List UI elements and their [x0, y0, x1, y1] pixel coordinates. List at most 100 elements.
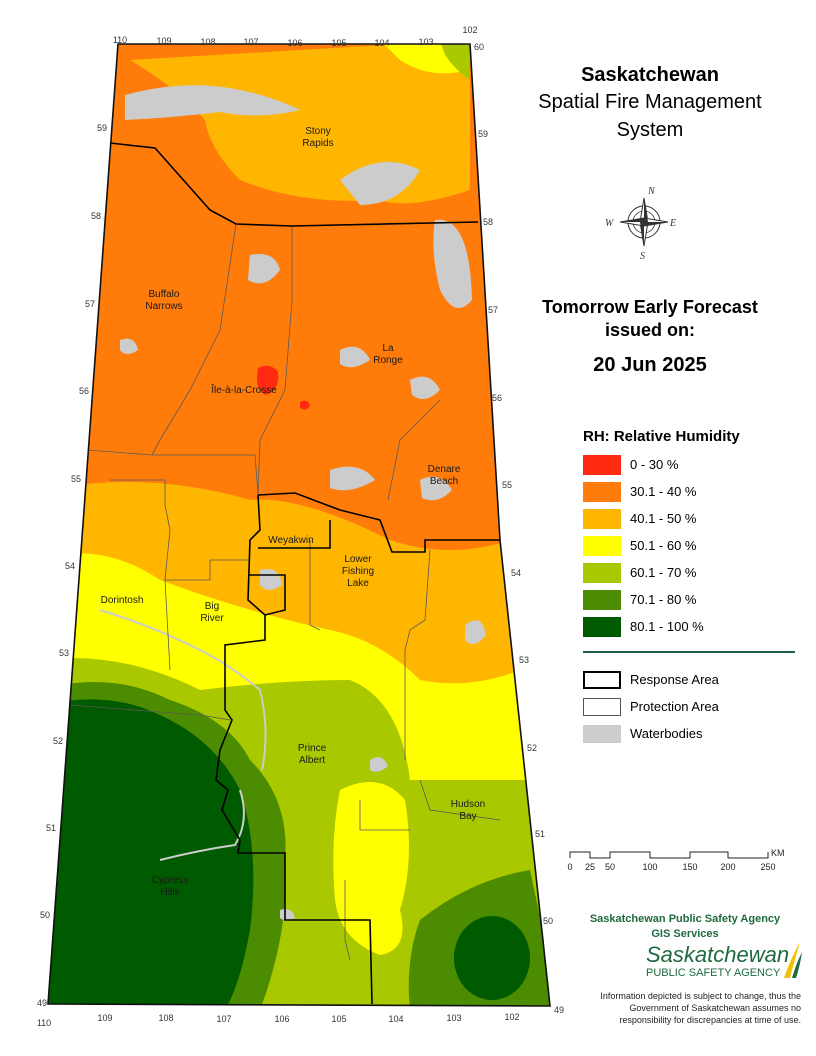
scale-tick-50: 50 — [605, 862, 615, 872]
lon-bottom-109: 109 — [97, 1013, 112, 1023]
layer-label: Waterbodies — [630, 726, 703, 741]
legend-item: 0 - 30 % — [583, 451, 798, 478]
legend-swatch — [583, 481, 621, 502]
lat-right-49: 49 — [554, 1005, 564, 1015]
legend-item: 60.1 - 70 % — [583, 559, 798, 586]
lon-top-102: 102 — [462, 25, 477, 35]
lat-right-54: 54 — [511, 568, 521, 578]
rh-zones — [48, 44, 550, 1006]
agency-unit: GIS Services — [651, 928, 719, 940]
place-denare-beach-2: Beach — [430, 476, 458, 487]
lat-left-52: 52 — [53, 736, 63, 746]
scale-tick-100: 100 — [642, 862, 657, 872]
place-labels: Stony Rapids Buffalo Narrows La Ronge Île-à… — [101, 126, 486, 898]
response-areas — [109, 142, 500, 1005]
scale-tick-200: 200 — [720, 862, 735, 872]
layer-legend: Response Area Protection Area Waterbodie… — [583, 666, 719, 747]
legend-divider — [583, 651, 795, 653]
place-dorintosh: Dorintosh — [101, 595, 144, 606]
agency-name: Saskatchewan Public Safety Agency — [589, 913, 781, 925]
compass-rose-icon: N E S W — [605, 186, 676, 262]
title-system-1: Spatial Fire Management — [538, 91, 762, 113]
compass-s: S — [640, 251, 645, 262]
place-la-ronge-2: Ronge — [373, 355, 403, 366]
place-cypress-hills-1: Cypress — [152, 875, 189, 886]
legend-label: 0 - 30 % — [630, 457, 679, 472]
place-big-river-1: Big — [205, 601, 219, 612]
agency-logo: Saskatchewan PUBLIC SAFETY AGENCY — [620, 940, 805, 986]
logo-subtitle: PUBLIC SAFETY AGENCY — [646, 967, 781, 979]
lat-right-56: 56 — [492, 393, 502, 403]
lat-right-53: 53 — [519, 655, 529, 665]
legend-swatch — [583, 508, 621, 529]
lat-right-51: 51 — [535, 829, 545, 839]
lat-top-60: 60 — [474, 42, 484, 52]
waterbodies — [120, 85, 486, 920]
place-lower-fishing-lake-1: Lower — [344, 554, 372, 565]
scale-unit: KM — [771, 848, 785, 858]
lon-top-103: 103 — [418, 37, 433, 47]
rh-zone-south-50-60 — [333, 782, 409, 955]
layer-waterbodies: Waterbodies — [583, 720, 719, 747]
place-la-ronge-1: La — [382, 343, 394, 354]
lat-right-52: 52 — [527, 743, 537, 753]
place-prince-albert-2: Albert — [299, 755, 325, 766]
legend-label: 50.1 - 60 % — [630, 538, 697, 553]
compass-e: E — [669, 218, 676, 229]
rh-zone-80-100 — [48, 699, 254, 1006]
lon-bottom-105: 105 — [331, 1014, 346, 1024]
rh-legend: RH: Relative Humidity 0 - 30 % 30.1 - 40… — [583, 428, 798, 640]
legend-title: RH: Relative Humidity — [583, 428, 740, 445]
lon-bottom-106: 106 — [274, 1014, 289, 1024]
compass-n: N — [647, 186, 656, 197]
lon-top-107: 107 — [243, 37, 258, 47]
legend-swatch — [583, 589, 621, 610]
place-big-river-2: River — [200, 613, 224, 624]
legend-label: 70.1 - 80 % — [630, 592, 697, 607]
province-boundary — [47, 43, 551, 1007]
waterbodies-swatch — [583, 724, 621, 743]
river — [99, 609, 267, 771]
lon-bottom-104: 104 — [388, 1014, 403, 1024]
lon-top-108: 108 — [200, 37, 215, 47]
lon-bottom-102: 102 — [504, 1012, 519, 1022]
lat-left-49: 49 — [37, 998, 47, 1008]
lat-left-50: 50 — [40, 910, 50, 920]
place-prince-albert-1: Prince — [298, 743, 327, 754]
legend-swatch — [583, 535, 621, 556]
scale-tick-25: 25 — [585, 862, 595, 872]
place-ile-a-la-crosse: Île-à-la-Crosse — [210, 383, 277, 396]
place-denare-beach-1: Denare — [428, 464, 461, 475]
graticule-labels: 110 109 108 107 106 105 104 103 102 60 1… — [37, 25, 564, 1028]
lat-left-51: 51 — [46, 823, 56, 833]
title-province: Saskatchewan — [581, 64, 719, 86]
layer-label: Response Area — [630, 672, 719, 687]
place-stony-rapids-1: Stony — [305, 126, 331, 137]
forecast-block: Tomorrow Early Forecast issued on: 20 Ju… — [500, 296, 800, 377]
legend-label: 40.1 - 50 % — [630, 511, 697, 526]
disclaimer: Information depicted is subject to chang… — [600, 991, 801, 1025]
lat-left-59: 59 — [97, 123, 107, 133]
wheat-icon — [784, 942, 802, 978]
lat-left-55: 55 — [71, 474, 81, 484]
map-title: Saskatchewan Spatial Fire Management Sys… — [500, 62, 800, 144]
lat-right-57: 57 — [488, 305, 498, 315]
rh-zone-north-60-70 — [440, 44, 470, 80]
river-south — [159, 789, 245, 861]
lat-left-58: 58 — [91, 211, 101, 221]
lat-left-56: 56 — [79, 386, 89, 396]
legend-item: 50.1 - 60 % — [583, 532, 798, 559]
lat-left-53: 53 — [59, 648, 69, 658]
place-hudson-bay-2: Bay — [459, 811, 476, 822]
lat-right-55: 55 — [502, 480, 512, 490]
lat-right-58: 58 — [483, 217, 493, 227]
scale-tick-150: 150 — [682, 862, 697, 872]
legend-swatch — [583, 616, 621, 637]
